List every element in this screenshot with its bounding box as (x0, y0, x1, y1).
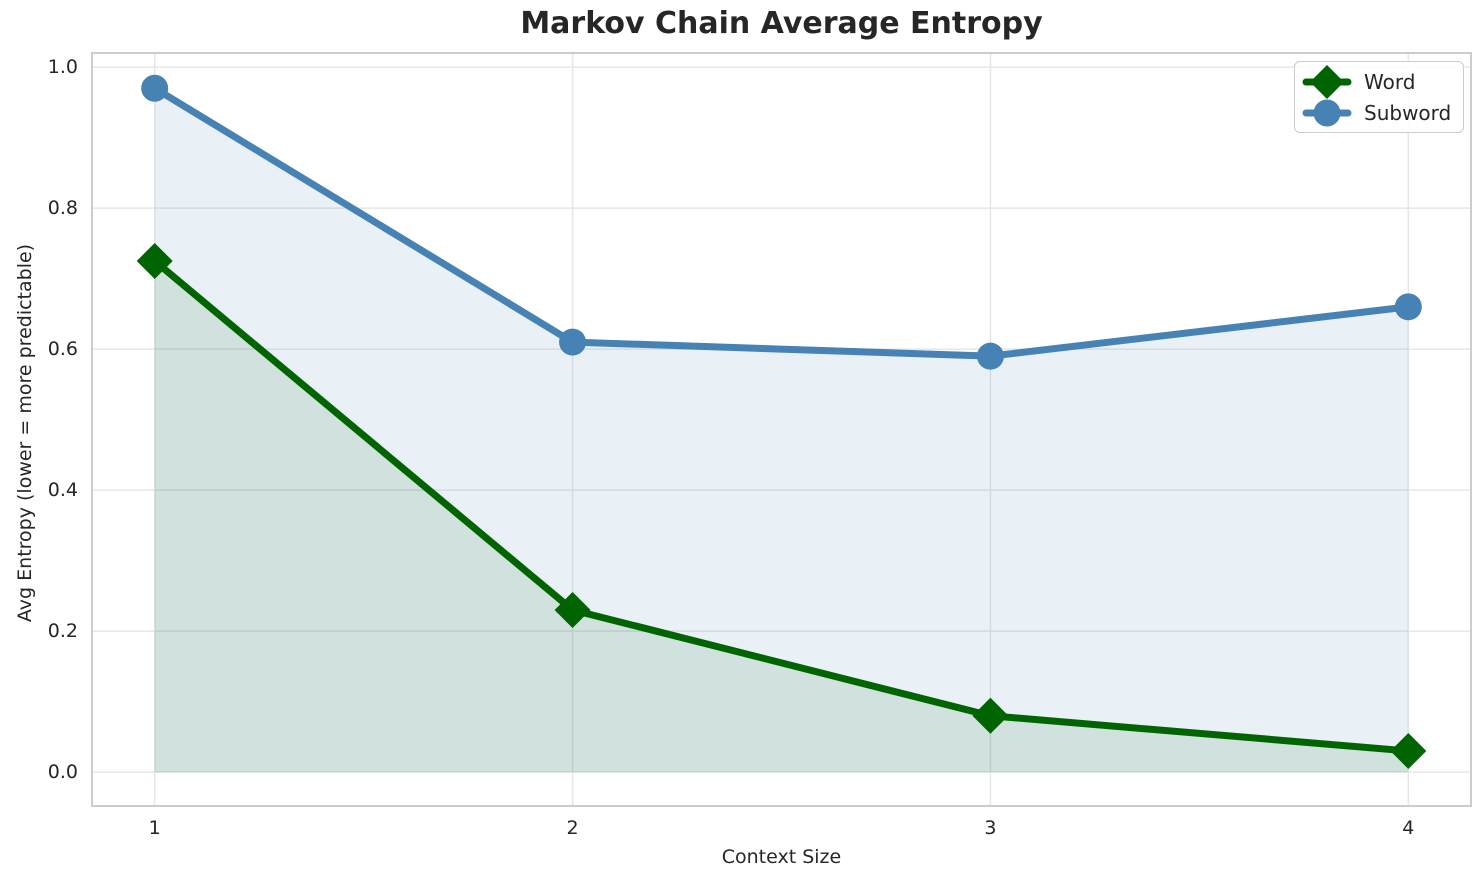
x-tick-label-3: 3 (984, 817, 997, 839)
legend-label-subword: Subword (1364, 100, 1452, 125)
x-tick-label-2: 2 (566, 817, 579, 839)
data-point-word-x3 (972, 697, 1009, 734)
data-point-word-x2 (554, 591, 591, 628)
data-point-word-x1 (136, 242, 173, 279)
plot-border (91, 52, 1472, 807)
subword-series-marker-icon (1302, 99, 1352, 126)
y-tick-label-0.2: 0.2 (47, 620, 78, 643)
word-series-marker-icon (1302, 64, 1352, 99)
x-tick-label-4: 4 (1402, 817, 1415, 839)
y-tick-label-1.0: 1.0 (47, 56, 78, 79)
y-tick-label-0.0: 0.0 (47, 761, 78, 784)
chart-title: Markov Chain Average Entropy (520, 6, 1043, 41)
word-legend-diamond-icon (1310, 64, 1344, 99)
series-line-subword (151, 84, 1412, 360)
subword-legend-circle-icon (1313, 99, 1341, 126)
legend-item-word: Word (1302, 64, 1451, 99)
area-fill-subword (154, 88, 1409, 773)
y-axis-label: Avg Entropy (lower = more predictable) (14, 243, 36, 623)
data-point-subword-x3 (976, 342, 1004, 370)
y-tick-label-0.6: 0.6 (47, 338, 78, 361)
y-tick-label-0.8: 0.8 (47, 197, 78, 220)
data-point-subword-x2 (559, 328, 587, 356)
x-tick-label-1: 1 (148, 817, 161, 839)
legend: Word Subword (1294, 61, 1465, 133)
data-point-subword-x4 (1394, 293, 1422, 321)
series-line-word (151, 257, 1412, 755)
legend-item-subword: Subword (1302, 97, 1452, 128)
x-axis-label: Context Size (721, 846, 842, 868)
legend-label-word: Word (1364, 69, 1416, 94)
data-point-subword-x1 (141, 74, 169, 102)
area-fill-word (154, 260, 1409, 773)
data-point-word-x4 (1390, 733, 1427, 770)
y-tick-label-0.4: 0.4 (47, 479, 78, 502)
